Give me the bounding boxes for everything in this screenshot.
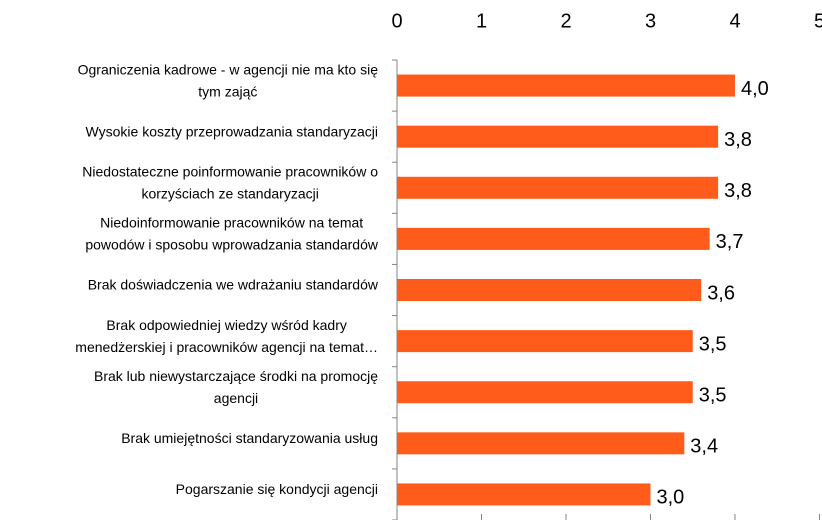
x-tick-label: 5 xyxy=(814,10,822,32)
x-tick-label: 3 xyxy=(645,10,656,32)
category-label: menedżerskiej i pracowników agencji na t… xyxy=(75,339,378,355)
bar xyxy=(397,74,735,97)
bar xyxy=(397,279,702,301)
category-label: Brak doświadczenia we wdrażaniu standard… xyxy=(88,277,379,293)
value-label: 3,5 xyxy=(699,333,727,355)
x-tick-label: 0 xyxy=(391,10,402,32)
x-tick-label: 1 xyxy=(476,10,487,32)
value-label: 3,6 xyxy=(707,282,735,304)
value-label: 3,0 xyxy=(657,487,685,509)
bar xyxy=(397,176,719,199)
category-label: tym zająć xyxy=(198,83,257,99)
value-label: 3,8 xyxy=(724,180,752,202)
bar xyxy=(397,227,710,250)
category-label: Wysokie koszty przeprowadzania standaryz… xyxy=(86,123,378,139)
x-tick-label: 4 xyxy=(729,10,740,32)
category-label: Pogarszanie się kondycji agencji xyxy=(176,481,378,497)
value-label: 3,8 xyxy=(724,129,752,151)
bar xyxy=(397,483,651,506)
category-label: Ograniczenia kadrowe - w agencji nie ma … xyxy=(78,61,379,77)
category-label: Niedoinformowanie pracowników na temat xyxy=(100,215,363,231)
category-label: agencji xyxy=(214,390,258,406)
category-label: korzyściach ze standaryzacji xyxy=(141,185,318,201)
bar xyxy=(397,330,693,353)
value-label: 3,7 xyxy=(716,231,744,253)
value-label: 3,4 xyxy=(690,436,718,458)
bar xyxy=(397,125,719,148)
category-label: Niedostateczne poinformowanie pracownikó… xyxy=(82,163,378,179)
category-label: Brak odpowiedniej wiedzy wśród kadry xyxy=(106,317,346,333)
category-label: powodów i sposobu wprowadzania standardó… xyxy=(85,237,379,253)
category-label: Brak umiejętności standaryzowania usług xyxy=(121,430,378,446)
x-tick-label: 2 xyxy=(560,10,571,32)
bar xyxy=(397,432,685,455)
value-label: 3,5 xyxy=(699,385,727,407)
category-label: Brak lub niewystarczające środki na prom… xyxy=(94,368,378,384)
bar xyxy=(397,381,693,404)
value-label: 4,0 xyxy=(741,78,769,100)
